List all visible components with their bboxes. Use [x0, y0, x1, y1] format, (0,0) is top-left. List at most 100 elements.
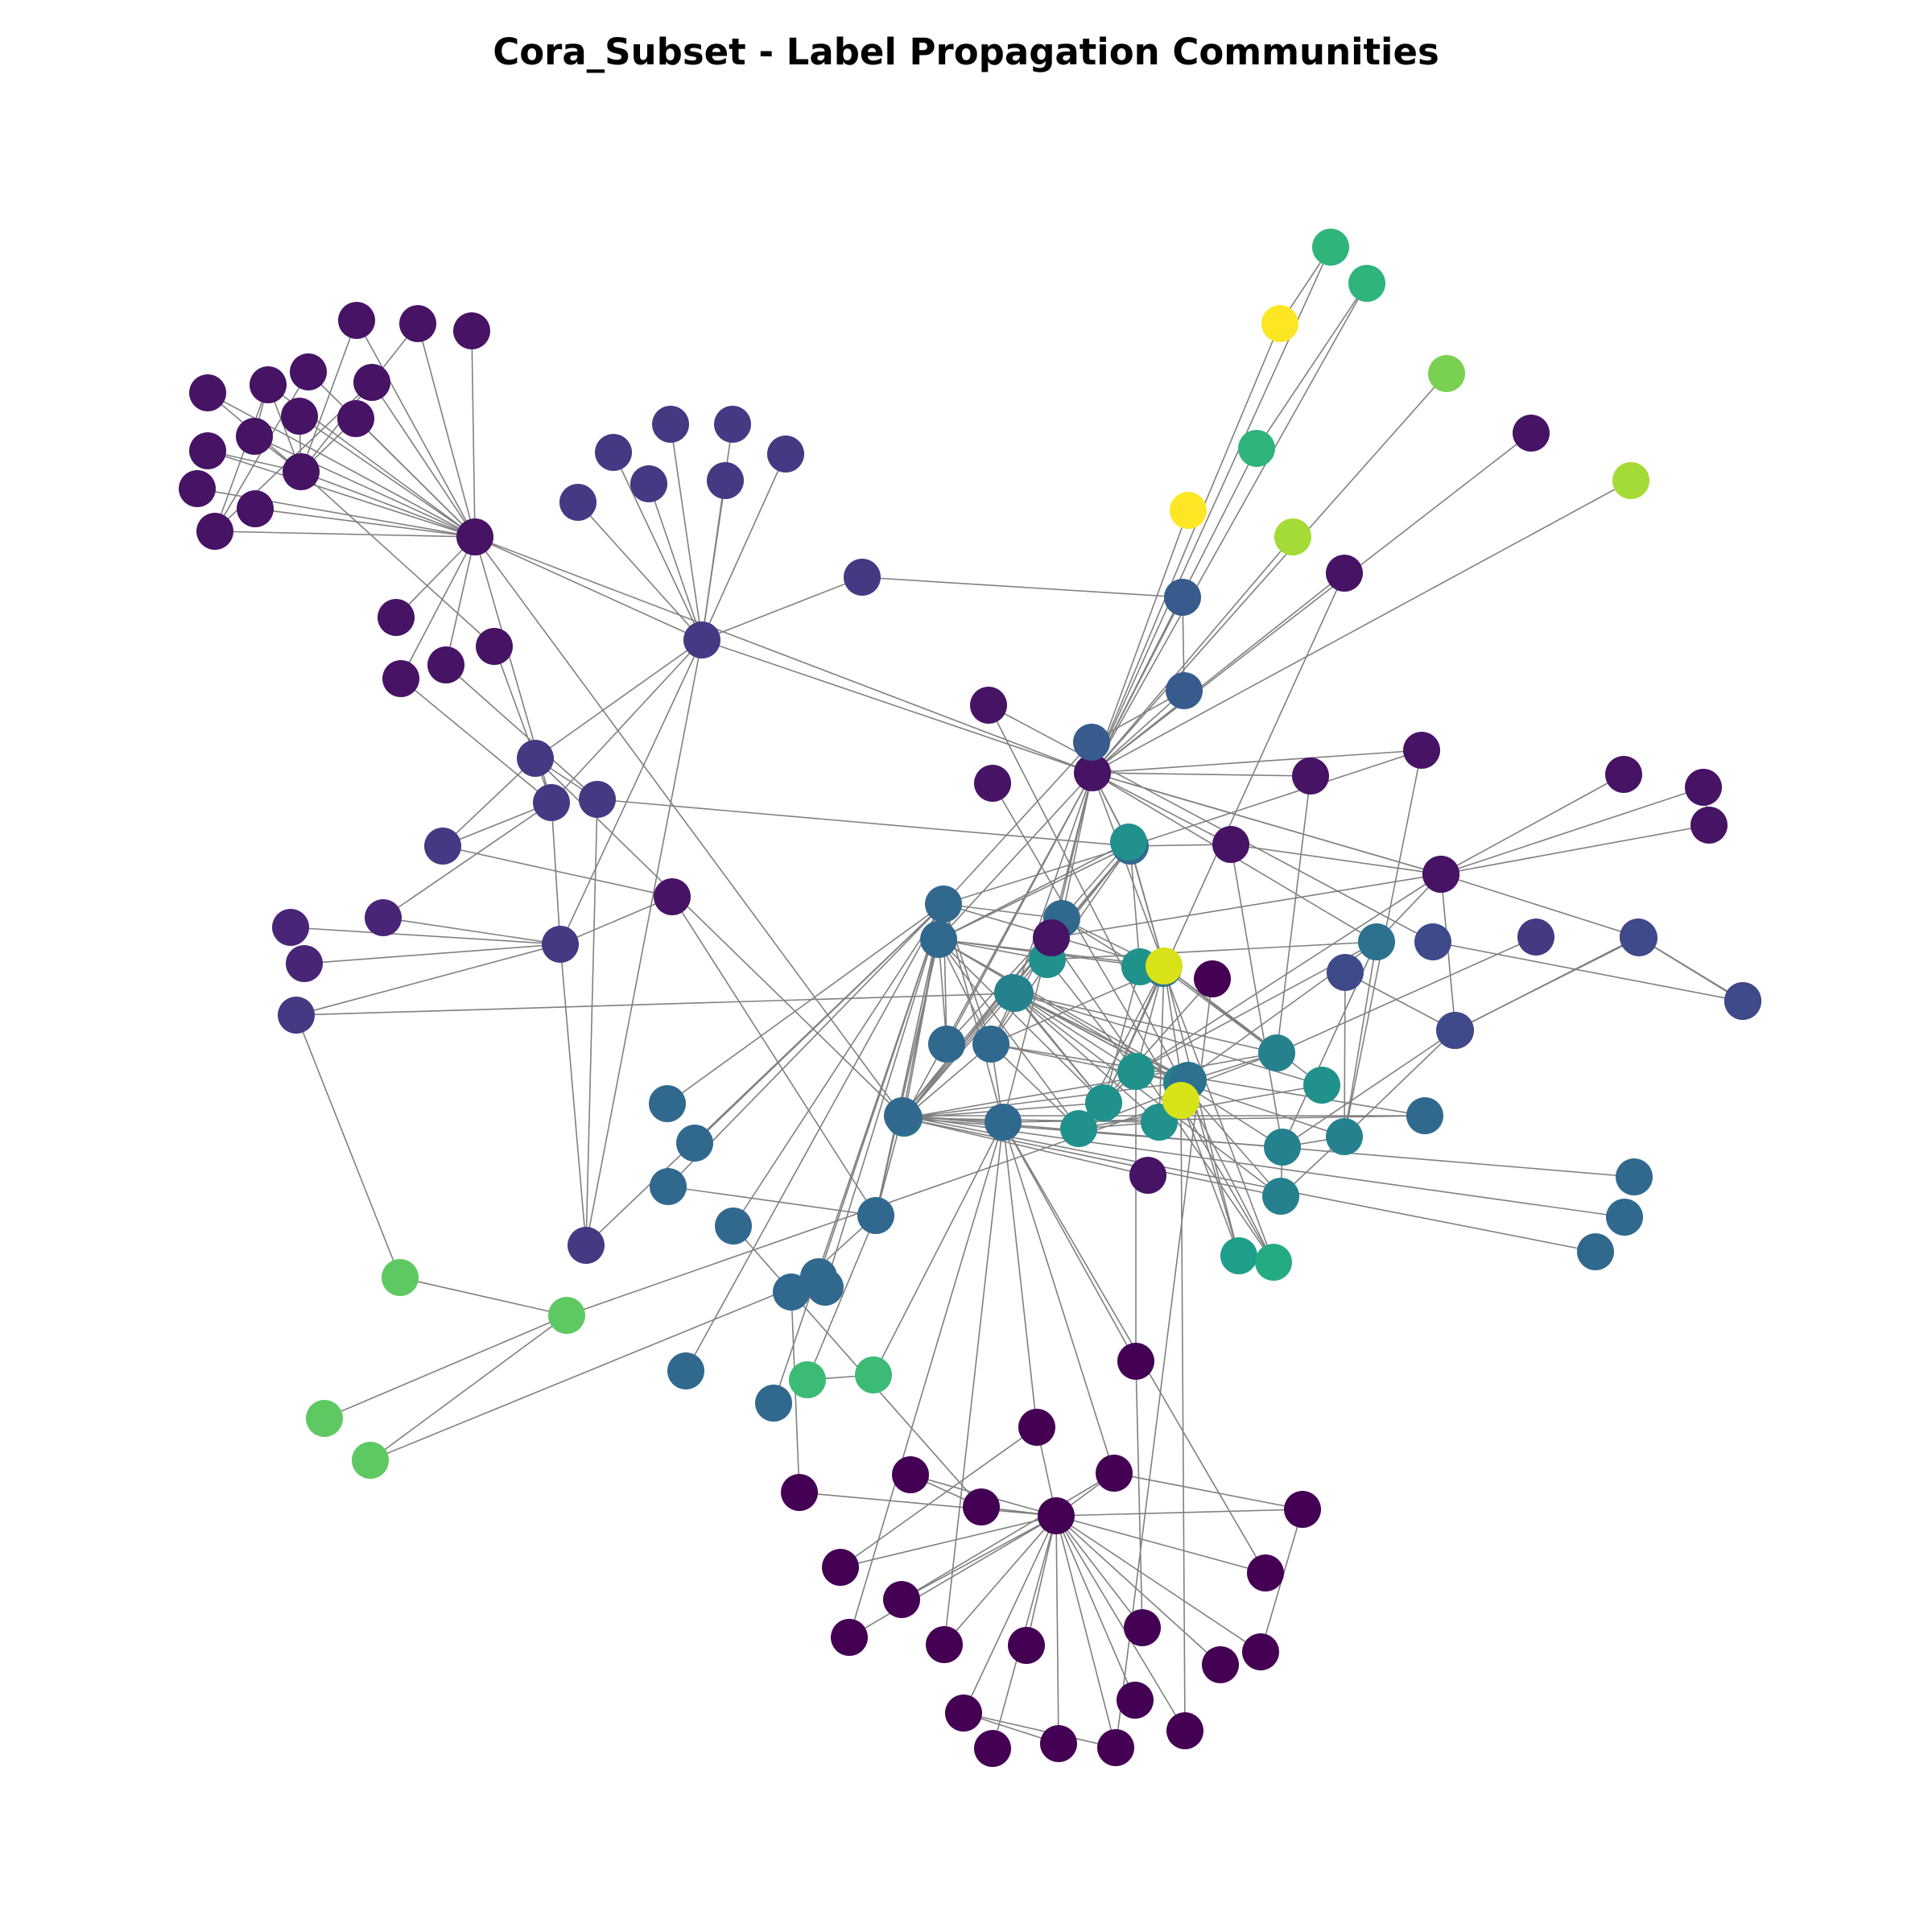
graph-edge — [371, 382, 476, 538]
graph-edge — [992, 782, 1274, 1263]
graph-node — [568, 1227, 605, 1264]
graph-edge — [1012, 992, 1160, 1123]
graph-node — [189, 432, 226, 469]
graph-edge — [1282, 1030, 1456, 1148]
graph-node — [789, 1361, 826, 1398]
graph-edge — [585, 639, 703, 1246]
graph-node — [831, 1619, 868, 1656]
graph-edge — [207, 450, 476, 538]
graph-edge — [1440, 873, 1639, 938]
graph-edge — [1276, 936, 1537, 1054]
graph-node — [278, 997, 315, 1034]
graph-edge — [474, 536, 1093, 774]
graph-node — [1577, 1233, 1614, 1270]
graph-edge — [471, 330, 476, 538]
graph-node — [807, 1269, 844, 1306]
graph-node — [1422, 856, 1459, 893]
graph-edge — [1129, 749, 1422, 847]
graph-edge — [1055, 1515, 1261, 1653]
graph-edge — [1055, 1515, 1143, 1629]
graph-edge — [417, 323, 476, 538]
graph-node — [1124, 1609, 1161, 1646]
graph-node — [707, 462, 744, 499]
graph-edge — [1344, 972, 1346, 1137]
graph-edge — [1344, 972, 1455, 1031]
graph-edge — [300, 323, 419, 473]
graph-node — [855, 1356, 892, 1393]
graph-edge — [1181, 1082, 1345, 1137]
graph-edge — [988, 704, 1434, 943]
graph-node — [970, 687, 1007, 724]
graph-edge — [1135, 1360, 1143, 1629]
graph-node — [1129, 1157, 1166, 1194]
graph-edge — [901, 1472, 1115, 1600]
graph-node — [650, 1168, 687, 1205]
graph-edge — [901, 1515, 1057, 1600]
graph-edge — [445, 664, 598, 800]
graph-node — [985, 1104, 1022, 1141]
graph-node — [424, 828, 461, 865]
graph-edge — [1163, 965, 1240, 1257]
graph-edge — [701, 576, 863, 641]
graph-edge — [902, 1115, 1625, 1218]
graph-edge — [355, 418, 476, 538]
graph-edge — [1002, 1121, 1137, 1362]
graph-edge — [1092, 749, 1422, 774]
graph-node — [476, 628, 513, 665]
graph-node — [1606, 1199, 1643, 1236]
graph-edge — [670, 423, 703, 641]
graph-edge — [943, 1515, 1057, 1645]
graph-node — [1117, 1053, 1154, 1090]
graph-edge — [903, 1117, 1149, 1176]
graph-node — [1292, 758, 1329, 795]
graph-node — [1312, 229, 1349, 266]
graph-node — [533, 784, 570, 821]
graph-edge — [733, 903, 944, 1227]
graph-node — [1220, 1237, 1257, 1274]
graph-node — [353, 364, 390, 401]
graph-node — [1033, 919, 1070, 956]
graph-node — [1247, 1554, 1284, 1591]
graph-edge — [963, 1515, 1057, 1714]
graph-edge — [1129, 845, 1141, 968]
graph-node — [974, 765, 1011, 802]
graph-edge — [597, 799, 1131, 847]
graph-edge — [1230, 844, 1442, 875]
graph-edge — [1051, 937, 1274, 1263]
graph-edge — [559, 896, 673, 945]
graph-node — [1194, 960, 1231, 997]
graph-node — [1326, 1118, 1363, 1155]
graph-node — [1406, 1097, 1443, 1134]
graph-edge — [1078, 1084, 1323, 1129]
node-layer — [179, 229, 1761, 1767]
graph-node — [683, 621, 720, 658]
graph-edge — [667, 903, 944, 1104]
graph-edge — [1230, 844, 1283, 1148]
graph-edge — [1055, 1515, 1059, 1744]
graph-edge — [1055, 1515, 1266, 1574]
graph-node — [1264, 1129, 1301, 1166]
graph-node — [1724, 983, 1761, 1020]
graph-edge — [671, 896, 877, 1216]
edge-layer — [196, 246, 1744, 1749]
graph-edge — [254, 436, 476, 538]
graph-edge — [445, 536, 476, 666]
graph-node — [822, 1549, 859, 1586]
graph-node — [1110, 824, 1147, 861]
graph-edge — [1113, 1472, 1303, 1510]
graph-node — [652, 406, 689, 443]
graph-edge — [1454, 937, 1640, 1031]
graph-edge — [290, 927, 561, 945]
graph-node — [1166, 1712, 1203, 1749]
graph-edge — [214, 384, 269, 532]
graph-edge — [990, 1043, 1080, 1129]
graph-edge — [300, 471, 495, 647]
graph-node — [283, 453, 320, 490]
graph-edge — [382, 917, 561, 945]
graph-node — [1008, 1627, 1045, 1664]
graph-node — [1685, 769, 1722, 806]
graph-node — [579, 781, 616, 818]
graph-edge — [1135, 873, 1442, 1072]
graph-edge — [1092, 772, 1165, 967]
